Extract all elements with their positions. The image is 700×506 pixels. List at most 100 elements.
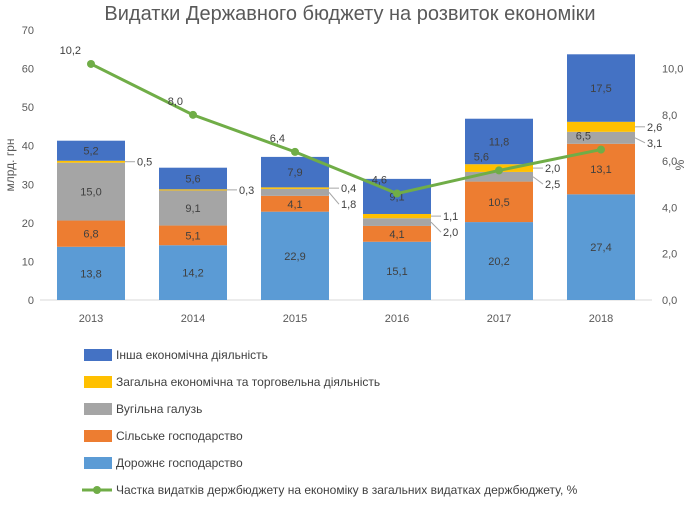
legend-label: Частка видатків держбюджету на економіку… bbox=[116, 483, 578, 497]
bar-segment bbox=[363, 241, 431, 300]
data-label: 20,2 bbox=[488, 256, 509, 268]
legend-swatch bbox=[84, 457, 112, 469]
y2-tick-label: 10,0 bbox=[662, 64, 683, 76]
bar-segment bbox=[57, 160, 125, 163]
data-label: 1,8 bbox=[341, 199, 356, 211]
legend: Інша економічна діяльність Загальна еконо… bbox=[82, 348, 578, 497]
x-tick-label: 2016 bbox=[385, 313, 409, 325]
bar-segment bbox=[159, 245, 227, 300]
y-tick-label: 10 bbox=[22, 256, 34, 268]
data-label: 0,3 bbox=[239, 185, 254, 197]
data-label: 6,8 bbox=[83, 229, 98, 241]
line-point bbox=[189, 110, 197, 119]
line-point bbox=[393, 189, 401, 198]
bar-segment bbox=[465, 171, 533, 182]
data-label: 17,5 bbox=[590, 83, 611, 95]
data-label: 10,5 bbox=[488, 197, 509, 209]
y2-axis-label: % bbox=[673, 159, 687, 170]
x-tick-label: 2018 bbox=[589, 313, 613, 325]
legend-swatch bbox=[84, 430, 112, 442]
data-label: 0,5 bbox=[137, 157, 152, 169]
series-line bbox=[90, 62, 602, 196]
data-label-leader bbox=[430, 221, 442, 233]
y-tick-label: 30 bbox=[22, 179, 34, 191]
bar-segment bbox=[261, 187, 329, 189]
data-label: 2,6 bbox=[647, 122, 662, 134]
bar-segment bbox=[465, 181, 533, 223]
data-label: 5,2 bbox=[83, 146, 98, 158]
y-tick-label: 50 bbox=[22, 102, 34, 114]
bar-segment bbox=[363, 225, 431, 242]
bar-segment bbox=[159, 189, 227, 191]
line-data-label: 6,4 bbox=[270, 133, 285, 145]
bar-segment bbox=[567, 194, 635, 300]
plot-area: 0 10 20 30 40 50 60 70 0,0 2,0 4,0 6,0 8,0 10,0 2013 20… bbox=[22, 25, 684, 325]
bar-segment bbox=[261, 188, 329, 196]
data-label: 7,9 bbox=[287, 167, 302, 179]
bar-segment bbox=[57, 140, 125, 161]
legend-swatch bbox=[84, 376, 112, 388]
y-tick-label: 40 bbox=[22, 141, 34, 153]
line-data-label: 6,5 bbox=[576, 131, 591, 143]
y2-tick-label: 4,0 bbox=[662, 202, 677, 214]
data-label-leader bbox=[328, 192, 340, 205]
data-label: 22,9 bbox=[284, 251, 305, 263]
bar-segment bbox=[159, 167, 227, 190]
data-label: 5,6 bbox=[185, 174, 200, 186]
y-axis-label: млрд. грн bbox=[3, 139, 17, 192]
bar-segment bbox=[261, 211, 329, 300]
y-tick-label: 0 bbox=[28, 295, 34, 307]
x-tick-label: 2017 bbox=[487, 313, 511, 325]
data-label: 2,0 bbox=[443, 227, 458, 239]
data-label: 2,0 bbox=[545, 163, 560, 175]
y2-tick-label: 8,0 bbox=[662, 110, 677, 122]
legend-marker bbox=[93, 486, 101, 494]
legend-swatch bbox=[84, 349, 112, 361]
data-label: 14,2 bbox=[182, 268, 203, 280]
y2-tick-label: 0,0 bbox=[662, 295, 677, 307]
data-label: 11,8 bbox=[489, 136, 510, 148]
legend-label: Вугільна галузь bbox=[116, 402, 202, 416]
data-label-leader bbox=[634, 137, 646, 144]
y2-tick-label: 2,0 bbox=[662, 249, 677, 261]
x-tick-label: 2013 bbox=[79, 313, 103, 325]
bar-segment bbox=[363, 218, 431, 226]
y-tick-label: 60 bbox=[22, 64, 34, 76]
data-label: 1,1 bbox=[443, 211, 458, 223]
data-label: 3,1 bbox=[647, 138, 662, 150]
x-tick-label: 2014 bbox=[181, 313, 205, 325]
line-data-label: 4,6 bbox=[372, 175, 387, 187]
bar-segment bbox=[567, 54, 635, 122]
bar-segment bbox=[465, 118, 533, 165]
line-point bbox=[495, 166, 503, 175]
data-label: 0,4 bbox=[341, 183, 356, 195]
bar-segment bbox=[261, 195, 329, 212]
bar-segment bbox=[159, 225, 227, 246]
legend-label: Сільське господарство bbox=[116, 429, 243, 443]
bar-segment bbox=[159, 190, 227, 226]
legend-label: Дорожнє господарство bbox=[116, 456, 243, 470]
data-label: 4,1 bbox=[389, 229, 404, 241]
data-label: 15,1 bbox=[386, 266, 407, 278]
data-label: 4,1 bbox=[287, 199, 302, 211]
y-tick-label: 70 bbox=[22, 25, 34, 37]
data-label: 9,1 bbox=[185, 203, 200, 215]
line-point bbox=[597, 145, 605, 154]
line-point bbox=[291, 147, 299, 156]
x-tick-label: 2015 bbox=[283, 313, 307, 325]
legend-label: Загальна економічна та торговельна діяль… bbox=[116, 375, 380, 389]
data-label: 27,4 bbox=[590, 242, 611, 254]
data-label: 13,1 bbox=[590, 164, 611, 176]
data-label-leader bbox=[532, 176, 544, 185]
bar-segment bbox=[567, 131, 635, 144]
line-point bbox=[87, 59, 95, 68]
data-label: 5,1 bbox=[185, 230, 200, 242]
bar-segment bbox=[465, 222, 533, 300]
y2-tick-label: 6,0 bbox=[662, 156, 677, 168]
chart-title: Видатки Державного бюджету на розвиток е… bbox=[104, 3, 595, 25]
data-label: 13,8 bbox=[80, 268, 101, 280]
data-label: 15,0 bbox=[80, 187, 101, 199]
bar-segment bbox=[363, 213, 431, 219]
data-label: 2,5 bbox=[545, 179, 560, 191]
